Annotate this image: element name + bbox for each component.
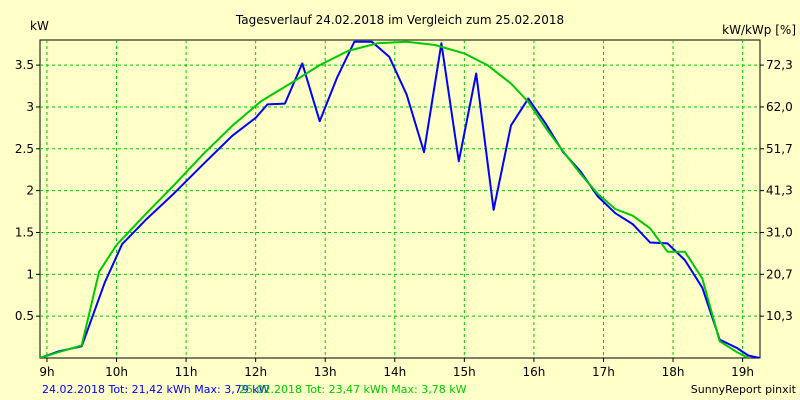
x-tick-label: 9h bbox=[39, 365, 54, 379]
x-tick-label: 19h bbox=[731, 365, 754, 379]
credit-text: SunnyReport pinxit bbox=[691, 383, 797, 396]
y-axis-left: 0.5 1 1.5 2 2.5 3 3.5 bbox=[15, 58, 40, 323]
y-right-tick-label: 62,0 bbox=[766, 100, 793, 114]
series-line-24-02-2018 bbox=[40, 40, 760, 358]
y-left-tick-label: 0.5 bbox=[15, 309, 34, 323]
y-left-tick-label: 1.5 bbox=[15, 225, 34, 239]
y-left-tick-label: 2 bbox=[26, 184, 34, 198]
y-right-tick-label: 51,7 bbox=[766, 142, 793, 156]
y-left-tick-label: 1 bbox=[26, 267, 34, 281]
y-right-tick-label: 31,0 bbox=[766, 225, 793, 239]
y-left-tick-label: 3 bbox=[26, 100, 34, 114]
legend-entry-25-02-2018: 25.02.2018 Tot: 23,47 kWh Max: 3,78 kW bbox=[239, 383, 467, 396]
series-line-25-02-2018 bbox=[40, 40, 749, 358]
plot-area: 9h 10h 11h 12h 13h 14h 15h 16h 17h 18h 19h 0.5 1 1.5… bbox=[15, 39, 793, 379]
chart-title: Tagesverlauf 24.02.2018 im Vergleich zum… bbox=[235, 13, 564, 27]
y-axis-right: 10,3 20,7 31,0 41,3 51,7 62,0 72,3 bbox=[760, 58, 793, 323]
x-tick-label: 14h bbox=[383, 365, 406, 379]
grid bbox=[40, 40, 760, 358]
x-axis: 9h 10h 11h 12h 13h 14h 15h 16h 17h 18h 19h bbox=[39, 358, 754, 379]
x-tick-label: 11h bbox=[175, 365, 198, 379]
y-right-tick-label: 41,3 bbox=[766, 184, 793, 198]
y-right-tick-label: 72,3 bbox=[766, 58, 793, 72]
plot-frame bbox=[39, 39, 761, 359]
x-tick-label: 16h bbox=[522, 365, 545, 379]
x-tick-label: 10h bbox=[105, 365, 128, 379]
x-tick-label: 15h bbox=[453, 365, 476, 379]
y-left-tick-label: 2.5 bbox=[15, 142, 34, 156]
x-tick-label: 18h bbox=[662, 365, 685, 379]
x-tick-label: 13h bbox=[314, 365, 337, 379]
y-axis-right-label: kW/kWp [%] bbox=[722, 23, 796, 37]
y-right-tick-label: 10,3 bbox=[766, 309, 793, 323]
y-axis-left-label: kW bbox=[30, 19, 49, 33]
y-left-tick-label: 3.5 bbox=[15, 58, 34, 72]
y-right-tick-label: 20,7 bbox=[766, 267, 793, 281]
series-layer bbox=[40, 40, 760, 358]
legend: 24.02.2018 Tot: 21,42 kWh Max: 3,79 kW 2… bbox=[42, 383, 467, 396]
x-tick-label: 12h bbox=[244, 365, 267, 379]
x-tick-label: 17h bbox=[592, 365, 615, 379]
legend-entry-24-02-2018: 24.02.2018 Tot: 21,42 kWh Max: 3,79 kW bbox=[42, 383, 270, 396]
